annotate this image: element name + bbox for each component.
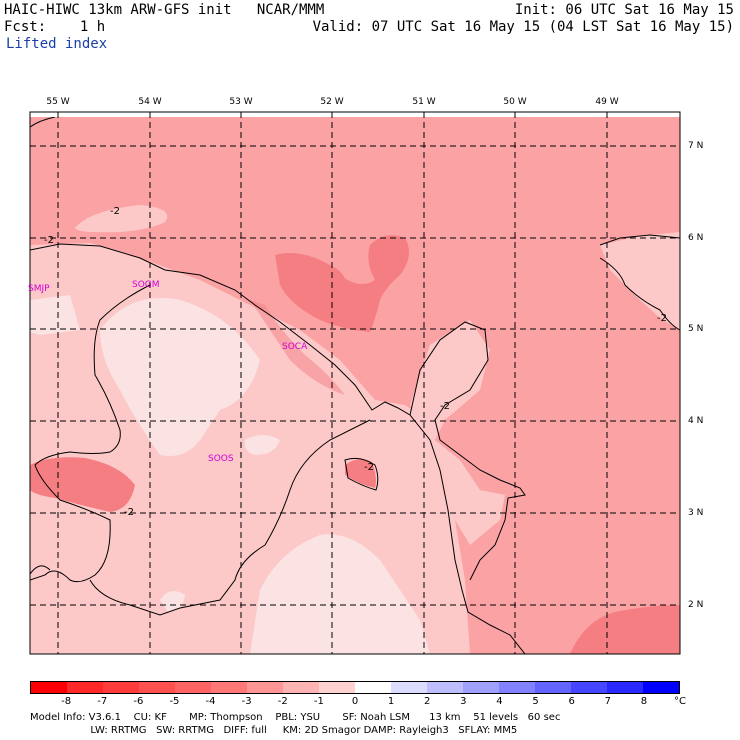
coastline-east-lower (599, 257, 680, 331)
contour-label-east: -2 (657, 313, 667, 324)
field-white-south (250, 534, 430, 654)
field-light-north-blob (75, 205, 168, 233)
station-sogm: SOGM (132, 280, 160, 290)
field-dark-southeast (570, 605, 680, 654)
legend-tick-label: -5 (169, 696, 180, 707)
border-southwest (30, 565, 51, 575)
legend-swatch (427, 682, 463, 693)
field-dark-north (275, 235, 409, 332)
coastline-northwest (30, 117, 56, 128)
legend-tick-label: 8 (640, 696, 648, 707)
legend-swatch (103, 682, 139, 693)
legend-tick-label: 4 (496, 696, 503, 707)
coastline-amapa (409, 321, 526, 581)
legend-tick-label: 2 (424, 696, 431, 707)
legend-swatch (283, 682, 319, 693)
coastlines (30, 117, 680, 654)
lat-label-3n: 3 N (688, 508, 704, 518)
contour-label-coast: -2 (440, 401, 450, 412)
legend-tick-label: -1 (313, 696, 324, 707)
field-dark-west (30, 457, 135, 512)
legend-swatch (391, 682, 427, 693)
legend-swatch (211, 682, 247, 693)
legend-tick-label: -2 (277, 696, 288, 707)
legend-tick-label: -4 (205, 696, 216, 707)
legend-unit: °C (674, 696, 686, 707)
lon-label-52w: 52 W (320, 97, 344, 107)
contour-small-inland (344, 457, 379, 491)
legend-swatch (175, 682, 211, 693)
legend-swatch (31, 682, 67, 693)
lat-label-7n: 7 N (688, 141, 704, 151)
init-time: Init: 06 UTC Sat 16 May 15 (514, 2, 734, 18)
forecast-hour: Fcst: 1 h (4, 19, 106, 35)
contour-label-west: -2 (44, 235, 54, 246)
station-soos: SOOS (208, 454, 234, 464)
legend-tick-label: 0 (351, 696, 359, 707)
legend-swatch (67, 682, 103, 693)
lon-label-55w: 55 W (46, 97, 70, 107)
field-name: Lifted index (6, 36, 108, 52)
legend-tick-label: -3 (241, 696, 252, 707)
legend-tick-label: -8 (61, 696, 72, 707)
contour-label-southwest: -2 (124, 507, 134, 518)
legend-swatch (319, 682, 355, 693)
lon-label-51w: 51 W (412, 97, 436, 107)
border-southern (89, 419, 371, 616)
coastline-east (599, 234, 680, 246)
contour-label-north: -2 (110, 206, 120, 217)
legend-swatch (607, 682, 643, 693)
field-light-coast (410, 320, 505, 545)
lat-label-4n: 4 N (688, 416, 704, 426)
map-frame (29, 111, 681, 655)
field-white-south-small (160, 591, 185, 612)
color-legend (30, 681, 680, 694)
lon-label-50w: 50 W (503, 97, 527, 107)
legend-tick-label: -6 (133, 696, 144, 707)
legend-tick-label: -7 (97, 696, 108, 707)
lat-label-2n: 2 N (688, 600, 704, 610)
legend-tick-label: 6 (568, 696, 575, 707)
field-white-west (30, 295, 80, 335)
legend-tick-label: 1 (387, 696, 395, 707)
contour-label-inland: -2 (364, 462, 374, 473)
station-soca: SOCA (282, 342, 308, 352)
lon-label-54w: 54 W (138, 97, 162, 107)
lon-label-49w: 49 W (595, 97, 619, 107)
lon-label-53w: 53 W (229, 97, 253, 107)
model-info-line2: LW: RRTMG SW: RRTMG DIFF: full KM: 2D Sm… (30, 725, 518, 736)
valid-time: Valid: 07 UTC Sat 16 May 15 (04 LST Sat … (312, 19, 734, 35)
lat-label-6n: 6 N (688, 233, 704, 243)
field-dark-coastal-band (250, 300, 345, 395)
legend-swatch (139, 682, 175, 693)
border-suriname-west (30, 284, 151, 583)
legend-swatch (643, 682, 679, 693)
legend-tick-label: 7 (604, 696, 611, 707)
field-white-central (100, 298, 260, 456)
field-light-east (600, 232, 680, 330)
station-smjp: SMJP (28, 284, 50, 294)
legend-tick-label: 3 (460, 696, 467, 707)
legend-swatch (463, 682, 499, 693)
legend-swatch (571, 682, 607, 693)
legend-swatch (499, 682, 535, 693)
legend-swatch (247, 682, 283, 693)
field-dark-inland (345, 459, 376, 488)
legend-swatch (355, 682, 391, 693)
legend-swatch (535, 682, 571, 693)
lat-label-5n: 5 N (688, 324, 704, 334)
model-info-line1: Model Info: V3.6.1 CU: KF MP: Thompson P… (30, 712, 561, 723)
field-white-small (244, 435, 280, 455)
legend-tick-label: 5 (532, 696, 539, 707)
coastline-main (30, 243, 526, 654)
model-title: HAIC-HIWC 13km ARW-GFS init NCAR/MMM (4, 2, 325, 18)
lat-lon-grid (30, 112, 680, 654)
